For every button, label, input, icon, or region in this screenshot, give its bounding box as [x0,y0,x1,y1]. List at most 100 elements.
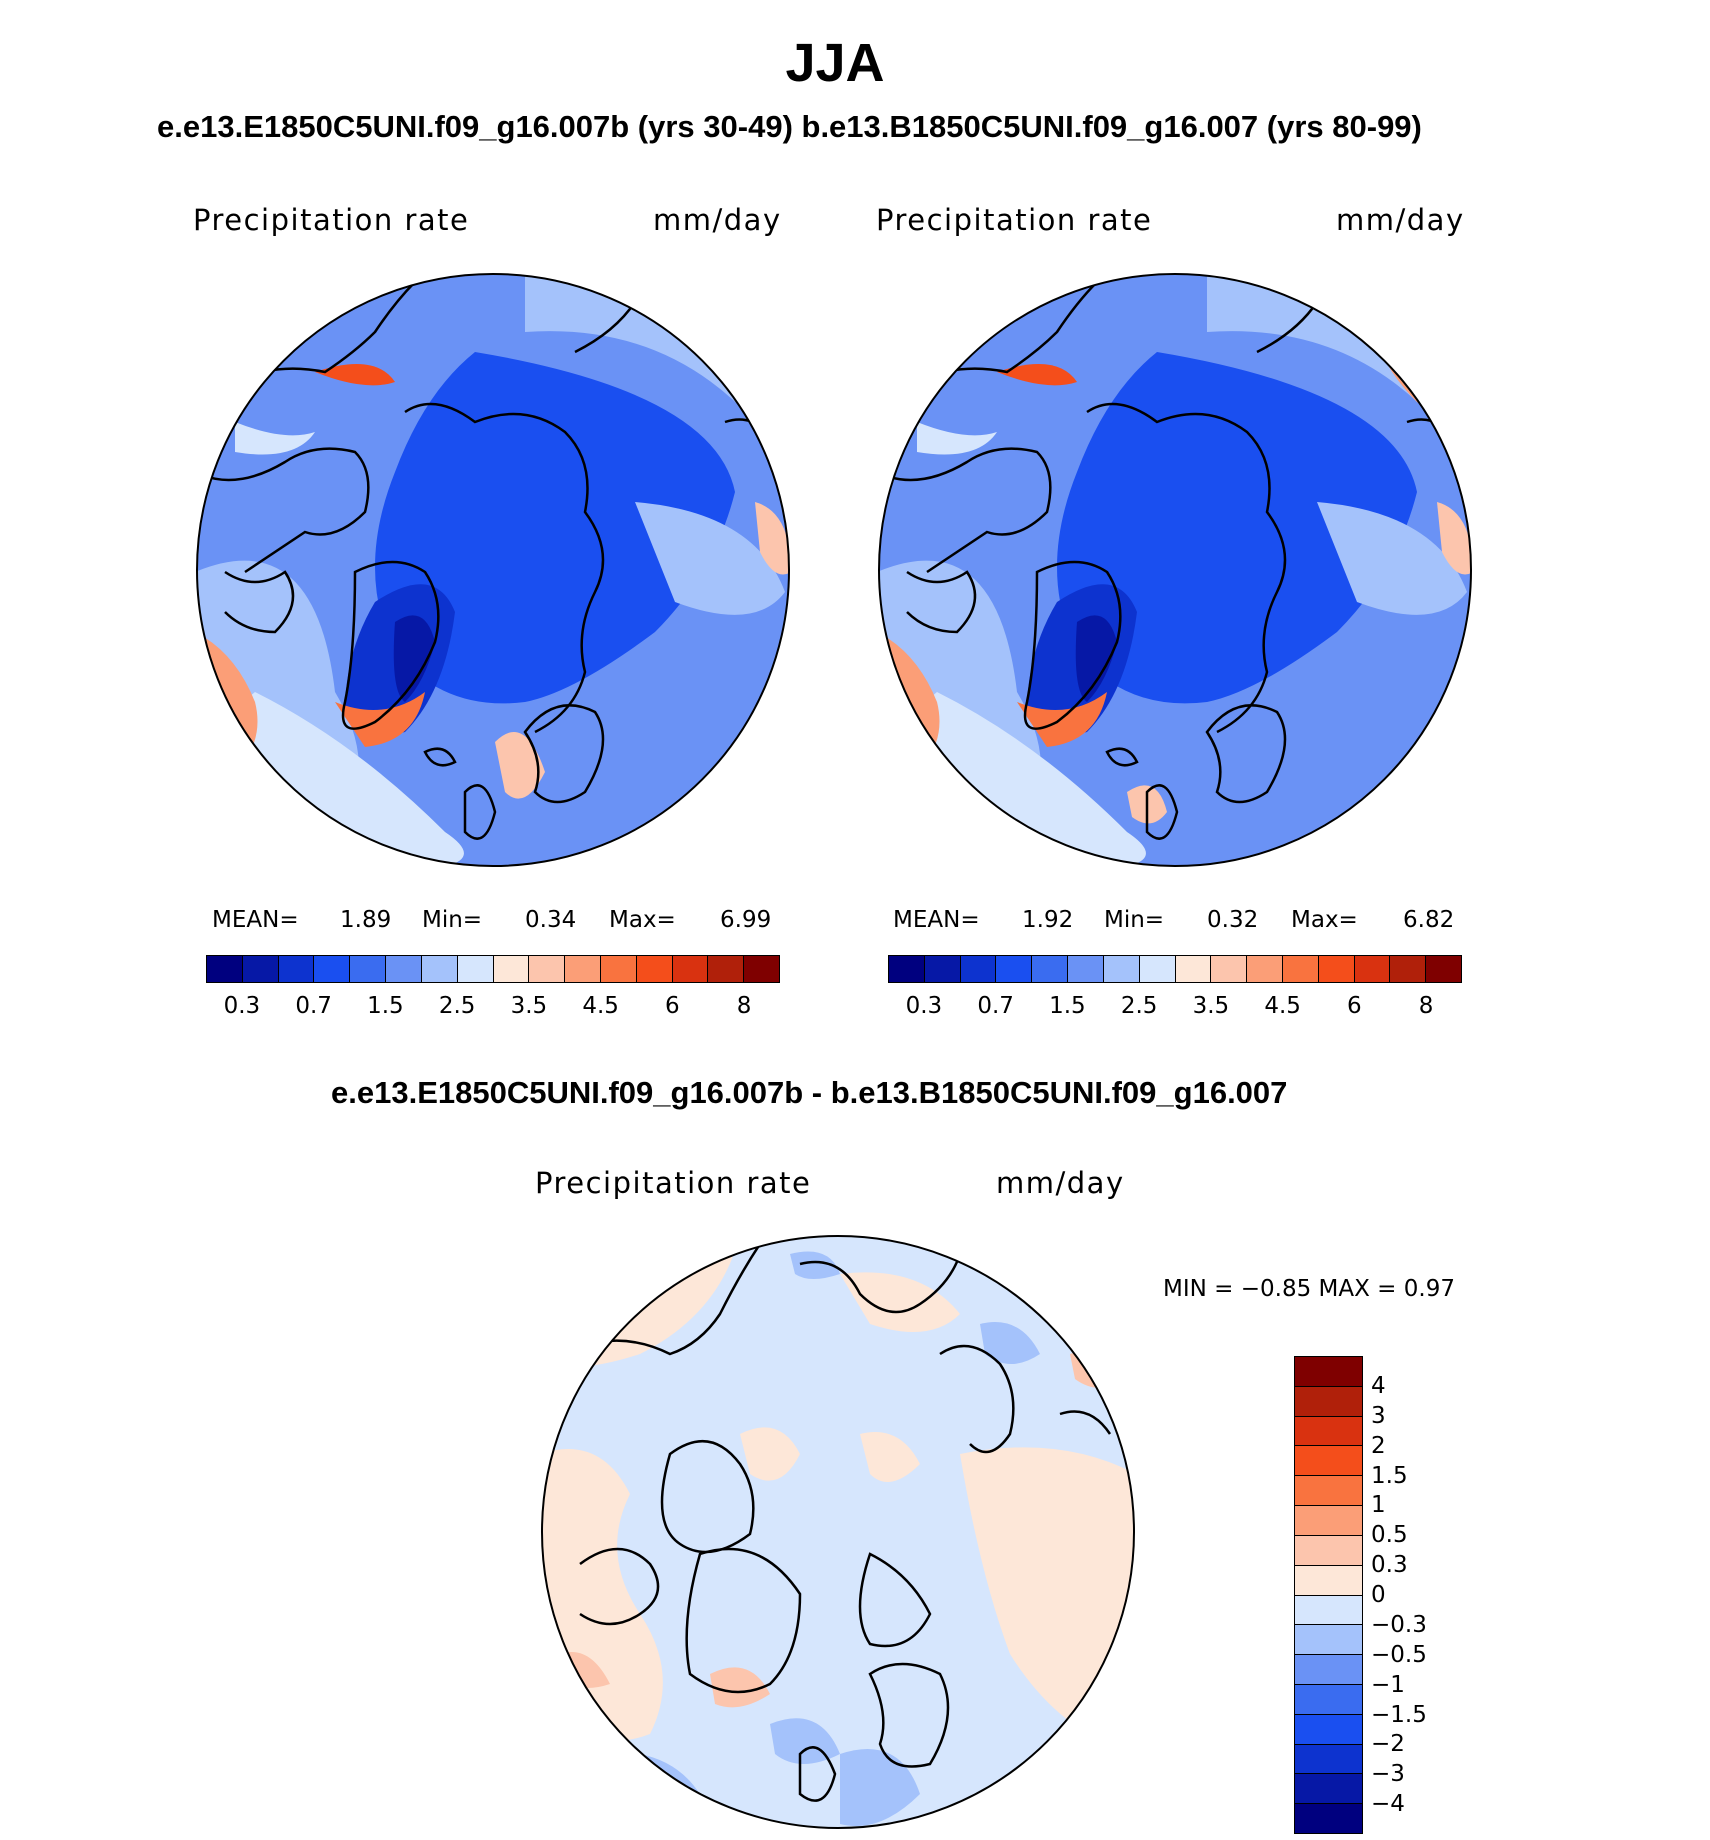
difference-colorbar-tick-label: 3 [1371,1402,1386,1429]
panel1-colorbar-segment [599,956,636,982]
difference-colorbar-segment [1295,1624,1362,1655]
difference-colorbar-segment [1295,1713,1362,1744]
difference-colorbar-segment [1295,1445,1362,1476]
panel1-colorbar-segment [707,956,744,982]
panel1-max-label: Max= [609,907,676,933]
difference-colorbar-tick-label: 1.5 [1371,1462,1408,1489]
panel1-colorbar-segment [207,956,242,982]
panel1-colorbar-ticks: 0.3 0.7 1.5 2.5 3.5 4.5 6 8 [206,993,780,1023]
difference-colorbar-ticks: 4 3 2 1.5 1 0.5 0.3 0 −0.3 −0.5 −1 −1.5 −2 −3 −4 [1371,1356,1491,1834]
diff-units-label: mm/day [996,1166,1125,1200]
difference-colorbar-segment [1295,1534,1362,1565]
difference-colorbar-segment [1295,1415,1362,1446]
difference-map-border [541,1235,1135,1829]
panel1-colorbar-segment [277,956,314,982]
difference-colorbar-segment [1295,1505,1362,1535]
panel1-colorbar-tick-label: 4.5 [582,993,619,1019]
comparison-subtitle: e.e13.E1850C5UNI.f09_g16.007b (yrs 30-49… [157,109,1422,144]
difference-colorbar-tick-label: 0.3 [1371,1552,1408,1579]
panel2-colorbar-segment [1389,956,1426,982]
panel2-colorbar-segment [995,956,1032,982]
difference-colorbar-tick-label: −1.5 [1371,1701,1427,1728]
panel2-mean-value: 1.92 [1022,907,1074,933]
panel2-colorbar-tick-label: 0.7 [977,993,1014,1019]
panel1-colorbar-tick-label: 6 [665,993,680,1019]
panel2-colorbar-segment [889,956,924,982]
difference-colorbar-tick-label: 4 [1371,1372,1386,1399]
panel1-colorbar-segment [743,956,779,982]
difference-colorbar-segment [1295,1803,1362,1833]
difference-colorbar-tick-label: 1 [1371,1492,1386,1519]
panel1-colorbar-tick-label: 1.5 [367,993,404,1019]
panel2-colorbar-tick-label: 8 [1418,993,1434,1019]
panel2-colorbar-tick-label: 3.5 [1192,993,1230,1019]
difference-colorbar [1294,1356,1363,1834]
panel2-colorbar-segment [1102,956,1139,982]
panel2-units-label: mm/day [1336,203,1465,237]
panel2-colorbar-segment [1210,956,1247,982]
panel2-colorbar-segment [1317,956,1354,982]
panel1-mean-label: MEAN= [212,907,299,933]
panel2-colorbar-segment [1353,956,1390,982]
panel1-colorbar-tick-label: 0.3 [223,993,261,1019]
difference-colorbar-tick-label: 2 [1371,1432,1386,1459]
difference-colorbar-tick-label: −0.5 [1371,1641,1427,1668]
panel2-min-label: Min= [1104,907,1165,933]
panel2-colorbar-segment [923,956,960,982]
difference-colorbar-segment [1295,1564,1362,1595]
difference-colorbar-segment [1295,1773,1362,1804]
difference-colorbar-tick-label: −3 [1371,1761,1405,1788]
panel1-colorbar-segment [635,956,672,982]
panel1-colorbar [206,955,780,983]
panel2-map-border [878,273,1472,867]
difference-title: e.e13.E1850C5UNI.f09_g16.007b - b.e13.B1… [331,1075,1288,1110]
difference-colorbar-segment [1295,1357,1362,1386]
panel2-variable-label: Precipitation rate [876,203,1153,237]
difference-minmax: MIN = −0.85 MAX = 0.97 [1163,1276,1455,1302]
panel2-colorbar-segment [1281,956,1318,982]
difference-colorbar-tick-label: 0.5 [1371,1522,1408,1549]
panel2-colorbar-tick-label: 0.3 [905,993,943,1019]
difference-colorbar-segment [1295,1594,1362,1625]
diff-variable-label: Precipitation rate [535,1166,812,1200]
panel2-colorbar-tick-label: 2.5 [1120,993,1158,1019]
difference-colorbar-segment [1295,1743,1362,1774]
difference-colorbar-tick-label: −2 [1371,1731,1405,1758]
panel1-colorbar-segment [528,956,565,982]
panel1-colorbar-segment [564,956,600,982]
panel1-colorbar-segment [385,956,421,982]
difference-polar-map [541,1235,1135,1829]
panel1-colorbar-segment [313,956,350,982]
page-title: JJA [785,33,885,93]
panel1-coastlines [197,274,777,840]
difference-colorbar-tick-label: −0.3 [1371,1611,1427,1638]
panel2-colorbar-segment [1174,956,1211,982]
panel1-max-value: 6.99 [720,907,772,933]
panel1-colorbar-tick-label: 3.5 [510,993,548,1019]
panel1-map-border [196,273,790,867]
panel2-polar-map [878,273,1472,867]
panel1-units-label: mm/day [653,203,782,237]
panel2-max-value: 6.82 [1403,907,1455,933]
panel2-colorbar-segment [1067,956,1103,982]
difference-colorbar-segment [1295,1475,1362,1506]
difference-colorbar-tick-label: 0 [1371,1582,1386,1608]
panel2-colorbar-segment [1425,956,1461,982]
panel2-max-label: Max= [1291,907,1358,933]
panel1-colorbar-tick-label: 0.7 [295,993,332,1019]
panel1-colorbar-tick-label: 8 [736,993,752,1019]
panel2-colorbar-segment [959,956,996,982]
difference-colorbar-segment [1295,1654,1362,1684]
panel1-min-label: Min= [422,907,483,933]
difference-colorbar-tick-label: −4 [1371,1791,1405,1818]
panel2-min-value: 0.32 [1207,907,1259,933]
panel1-colorbar-tick-label: 2.5 [438,993,476,1019]
panel2-colorbar-tick-label: 4.5 [1264,993,1301,1019]
panel1-colorbar-segment [349,956,386,982]
panel2-colorbar-tick-label: 1.5 [1049,993,1086,1019]
panel1-colorbar-segment [492,956,529,982]
panel1-colorbar-segment [241,956,278,982]
difference-colorbar-tick-label: −1 [1371,1671,1405,1698]
difference-colorbar-segment [1295,1683,1362,1714]
panel1-colorbar-segment [671,956,708,982]
